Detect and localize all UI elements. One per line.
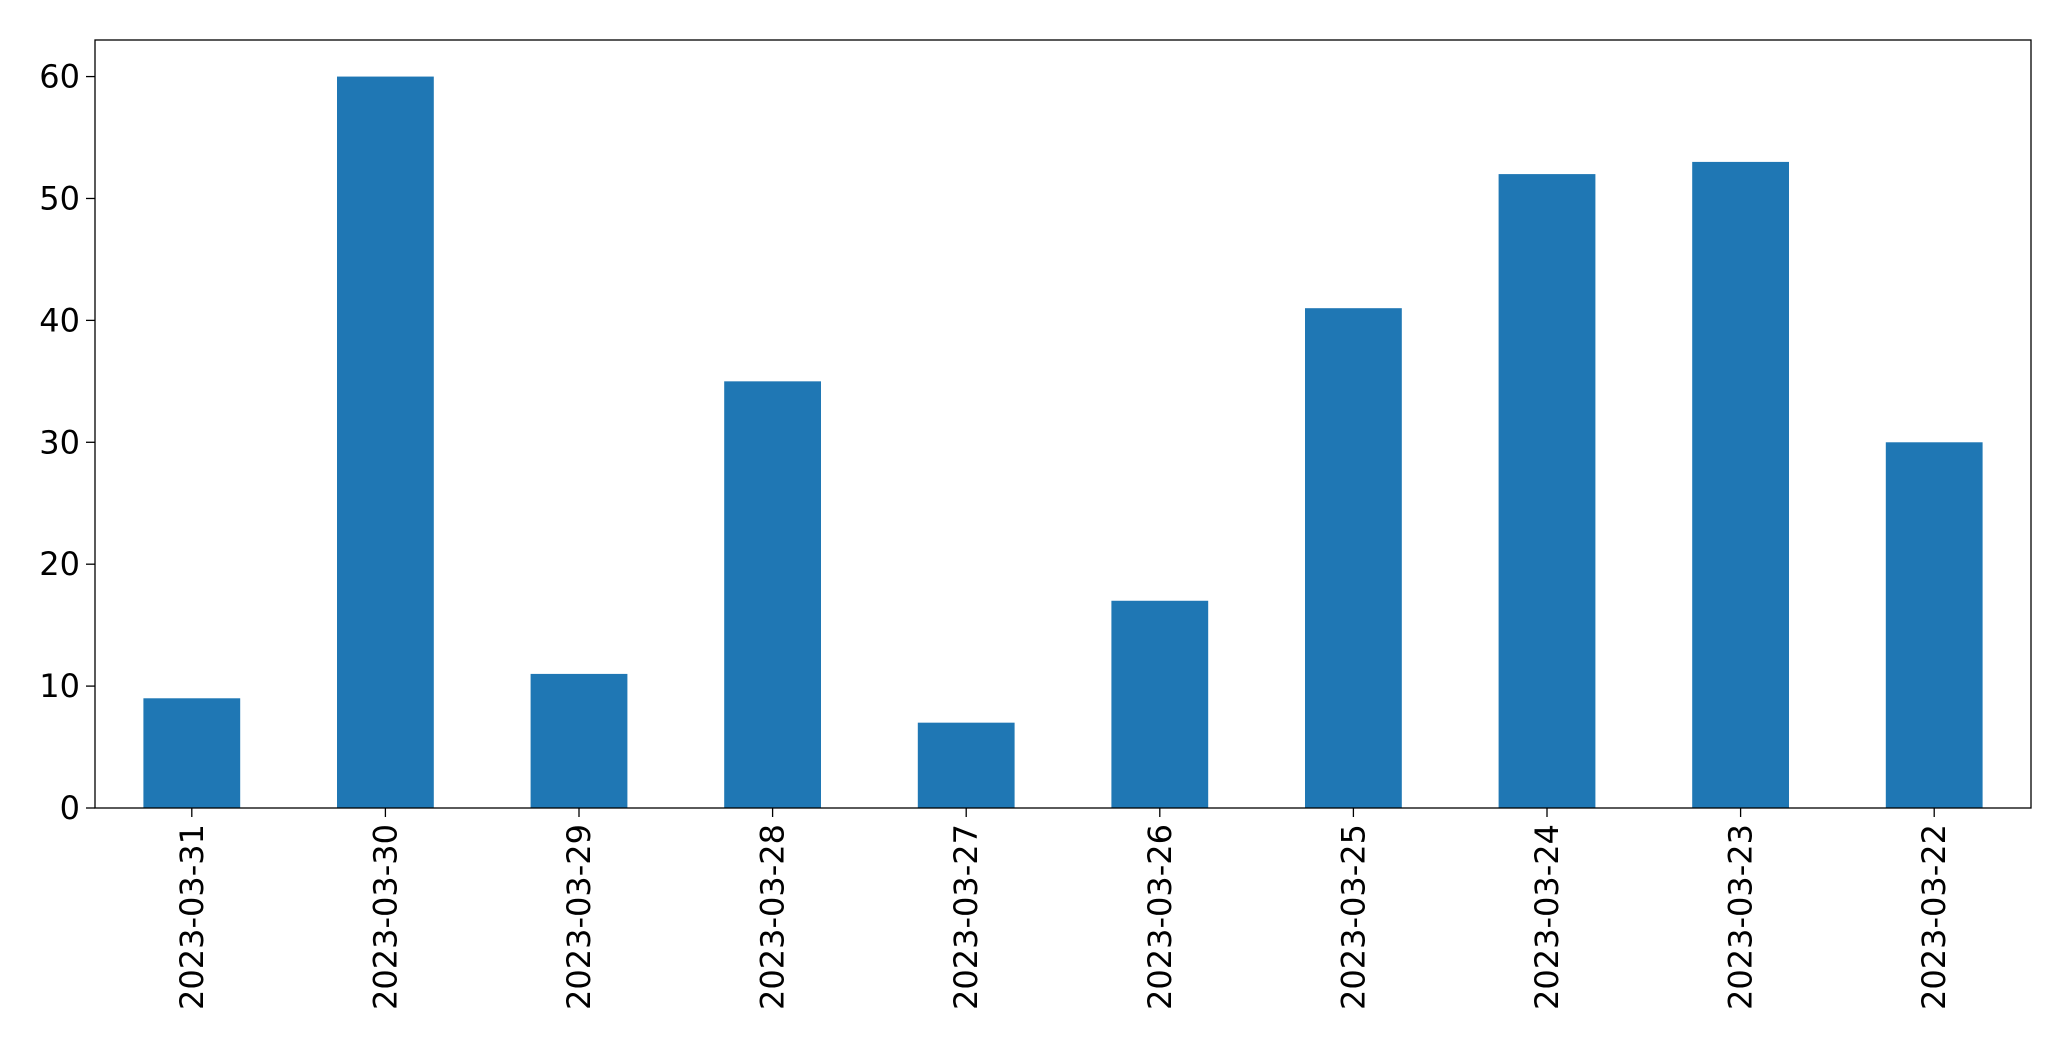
bar [337,76,434,809]
y-tick-label: 50 [39,179,80,217]
bar [917,722,1015,808]
axes-frame [94,39,2032,809]
y-tick-label: 60 [39,58,80,96]
bar [724,381,821,808]
y-tick-label: 40 [39,301,80,339]
bar [1305,308,1402,808]
x-tick-label: 2023-03-30 [366,824,404,1010]
x-tick-label: 2023-03-27 [947,824,985,1010]
x-tick-label: 2023-03-22 [1915,824,1953,1010]
bar [1111,600,1209,808]
bar [1692,161,1789,808]
bar [143,698,241,808]
x-tick-label: 2023-03-23 [1722,824,1760,1010]
bar [530,673,628,808]
x-tick-label: 2023-03-28 [754,824,792,1010]
x-tick-label: 2023-03-31 [173,824,211,1010]
y-tick-label: 20 [39,545,80,583]
y-tick-label: 0 [60,789,80,827]
y-tick-label: 10 [39,667,80,705]
x-tick-label: 2023-03-25 [1334,824,1372,1010]
x-tick-label: 2023-03-24 [1528,824,1566,1010]
bar [1885,442,1983,808]
y-tick-label: 30 [39,423,80,461]
x-tick-label: 2023-03-29 [560,824,598,1010]
x-tick-label: 2023-03-26 [1141,824,1179,1010]
bar [1498,174,1596,809]
